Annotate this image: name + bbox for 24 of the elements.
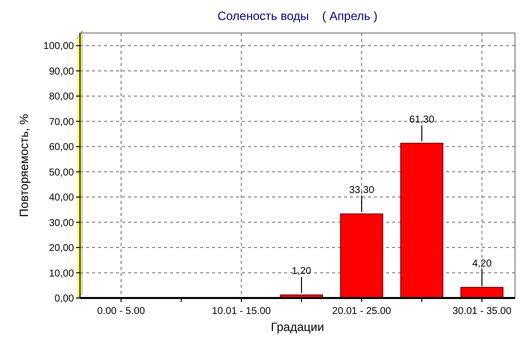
y-tick-label: 100,00	[43, 41, 74, 52]
bar	[340, 213, 384, 298]
x-tick-label: 20.01 - 25.00	[332, 306, 392, 317]
y-tick-label: 90,00	[48, 66, 74, 78]
y-tick-label: 60,00	[48, 142, 74, 154]
bar	[400, 142, 444, 298]
y-tick-label: 80,00	[48, 92, 74, 103]
y-tick-label: 10,00	[48, 268, 74, 280]
x-tick-label: 10.01 - 15.00	[212, 306, 272, 317]
y-tick-label: 30,00	[48, 218, 74, 229]
y-tick-label: 0,00	[54, 294, 74, 304]
y-tick-label: 40,00	[48, 192, 74, 204]
x-axis-title: Градации	[270, 320, 324, 334]
y-tick-label: 50,00	[48, 167, 74, 178]
chart-title: Соленость воды ( Апрель )	[217, 9, 378, 23]
data-label: 1,20	[292, 266, 312, 277]
y-tick-label: 70,00	[48, 116, 74, 128]
data-label: 61,30	[409, 114, 435, 126]
y-tick-label: 20,00	[48, 243, 74, 254]
x-tick-label: 0.00 - 5.00	[97, 306, 146, 317]
y-axis-title: Повторяемость, %	[17, 114, 31, 218]
x-tick-label: 30.01 - 35.00	[452, 306, 512, 317]
data-label: 4,20	[472, 258, 492, 270]
data-label: 33,30	[349, 184, 375, 196]
